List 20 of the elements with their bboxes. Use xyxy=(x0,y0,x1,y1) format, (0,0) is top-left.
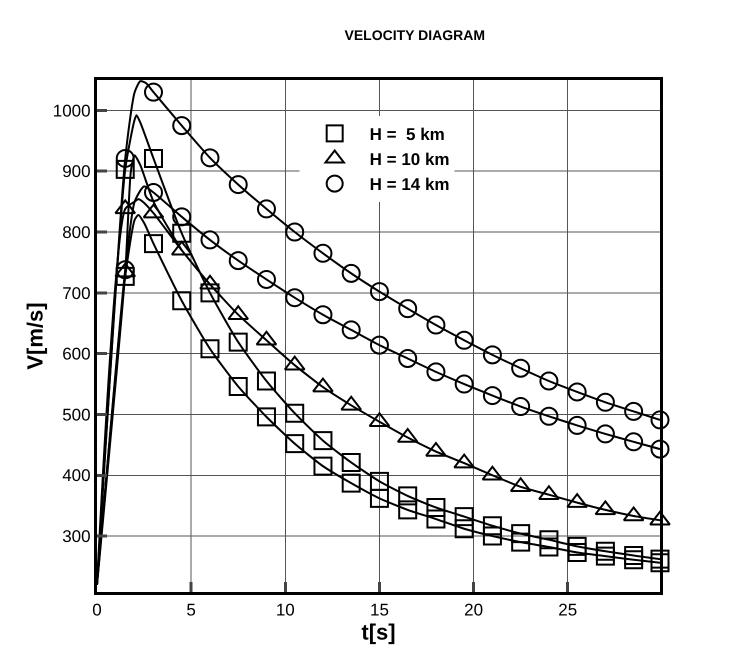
x-tick-label: 15 xyxy=(370,600,389,620)
y-tick-label: 900 xyxy=(62,162,91,182)
y-tick-label: 1000 xyxy=(52,101,91,120)
legend-label: H = 14 km xyxy=(370,175,450,194)
x-tick-label: 10 xyxy=(276,600,295,620)
y-tick-label: 300 xyxy=(62,527,91,546)
y-tick-label: 700 xyxy=(62,284,91,303)
x-axis-title: t[s] xyxy=(361,619,396,644)
x-tick-label: 25 xyxy=(558,600,578,620)
x-tick-label: 0 xyxy=(92,600,102,620)
x-tick-label: 20 xyxy=(464,600,484,620)
legend-label: H = 10 km xyxy=(370,150,450,170)
y-tick-label: 800 xyxy=(62,222,91,242)
legend-label: H = 5 km xyxy=(370,125,445,144)
chart-title: VELOCITY DIAGRAM xyxy=(344,26,486,43)
y-tick-label: 400 xyxy=(62,466,91,486)
x-tick-label: 5 xyxy=(186,600,196,620)
y-tick-label: 600 xyxy=(62,344,91,364)
y-axis-title: V[m/s] xyxy=(22,302,48,370)
y-tick-label: 500 xyxy=(62,405,91,424)
